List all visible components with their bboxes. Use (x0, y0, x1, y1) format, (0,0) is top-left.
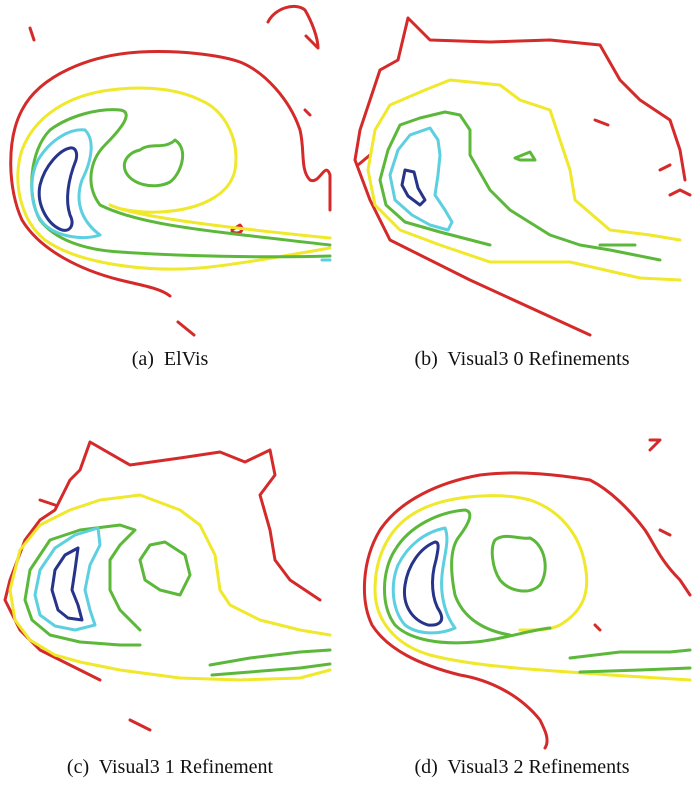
panel-a-yellow-contour (16, 86, 332, 271)
panel-a-navy-contour (37, 146, 79, 232)
panel-c-green-contour (23, 523, 332, 677)
caption-d-title: Visual3 2 Refinements (447, 756, 630, 778)
panel-c-svg (3, 440, 332, 732)
panel-a-red-contour (9, 5, 332, 337)
caption-c: (c) Visual3 1 Refinement (0, 756, 340, 779)
caption-c-letter: (c) (66, 756, 90, 778)
panel-b-yellow-contour (366, 78, 682, 282)
panel-b-svg (353, 16, 692, 337)
panel-b-navy-contour (400, 168, 427, 207)
panel-c-yellow-contour (8, 493, 332, 682)
caption-b: (b) Visual3 0 Refinements (350, 348, 694, 371)
caption-b-letter: (b) (414, 348, 438, 370)
panel-c-contour-plot (0, 430, 340, 750)
panel-d-contour-plot (350, 430, 694, 750)
panel-d-green-contour (383, 508, 692, 674)
panel-d-navy-contour (402, 540, 444, 627)
panel-b-contour-plot (350, 0, 694, 340)
caption-b-title: Visual3 0 Refinements (447, 348, 630, 370)
panel-a-contour-plot (0, 0, 340, 340)
panel-b-green-contour (378, 110, 662, 262)
panel-d-cyan-contour (391, 526, 457, 635)
caption-d: (d) Visual3 2 Refinements (350, 756, 694, 779)
panel-b-cyan-contour (388, 126, 454, 232)
panel-a-cyan-contour (30, 128, 332, 262)
panel-c-navy-contour (50, 546, 84, 622)
caption-a-title: ElVis (163, 348, 209, 370)
panel-d-red-contour (363, 438, 692, 750)
panel-c-cyan-contour (33, 526, 102, 632)
panel-d-svg (363, 438, 692, 750)
panel-c-red-contour (3, 440, 322, 732)
caption-d-letter: (d) (414, 756, 438, 778)
panel-b-red-contour (353, 16, 692, 337)
caption-a: (a) ElVis (0, 348, 340, 371)
caption-a-letter: (a) (131, 348, 154, 370)
panel-a-svg (9, 5, 332, 337)
caption-c-title: Visual3 1 Refinement (98, 756, 274, 778)
